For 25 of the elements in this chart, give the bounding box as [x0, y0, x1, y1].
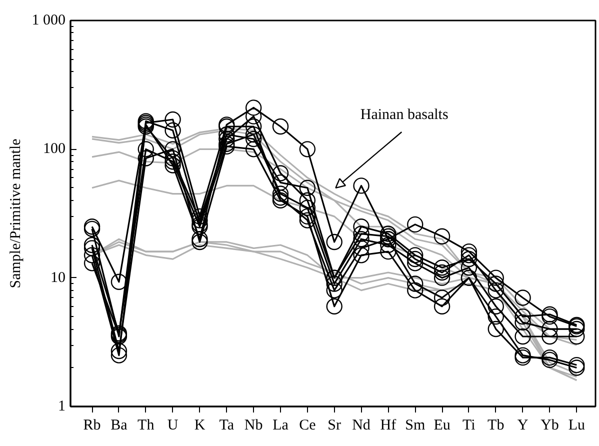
x-tick-label: La [272, 418, 289, 434]
x-tick-label: Rb [83, 418, 101, 434]
x-tick-label: K [194, 418, 206, 434]
x-tick-label: Tb [488, 418, 504, 434]
x-tick-label: Sm [405, 418, 426, 434]
x-tick-label: Yb [540, 418, 559, 434]
y-tick-label: 10 [50, 270, 66, 286]
x-tick-label: Ti [462, 418, 476, 434]
x-tick-label: Th [138, 418, 155, 434]
x-tick-label: Nd [352, 418, 371, 434]
annotation: Hainan basalts [360, 106, 448, 123]
x-tick-label: U [167, 418, 178, 434]
y-tick-label: 1 [58, 398, 66, 414]
x-tick-label: Ta [219, 418, 234, 434]
x-tick-label: Ce [299, 418, 316, 434]
x-tick-label: Lu [568, 418, 586, 434]
x-tick-label: Y [517, 418, 528, 434]
x-tick-label: Nb [244, 418, 263, 434]
x-tick-label: Sr [328, 418, 342, 434]
x-tick-label: Hf [380, 418, 396, 434]
y-axis-title: Sample/Primitive mantle [8, 138, 24, 288]
x-tick-label: Ba [110, 418, 128, 434]
y-tick-label: 100 [43, 141, 66, 158]
y-tick-label: 1 000 [32, 12, 66, 28]
x-tick-label: Eu [434, 418, 451, 434]
